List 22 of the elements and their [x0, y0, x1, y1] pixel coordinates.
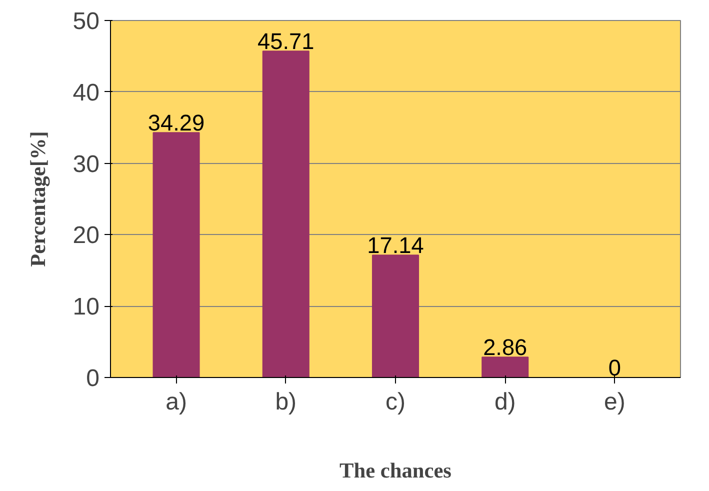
y-tick-label: 30: [72, 150, 100, 178]
data-label: 0: [608, 354, 622, 380]
x-tick-label: b): [275, 388, 297, 416]
bar: [482, 356, 529, 378]
y-tick-label: 40: [72, 79, 100, 106]
x-tick-label: c): [386, 388, 406, 416]
x-axis-title: The chances: [340, 458, 452, 482]
y-tick-label: 50: [72, 8, 100, 35]
y-tick-label: 20: [72, 222, 100, 250]
x-tick-label: d): [494, 388, 516, 416]
x-tick-label: a): [166, 388, 187, 416]
y-tick-label: 0: [86, 365, 100, 392]
y-tick-label: 10: [72, 294, 100, 321]
data-label: 17.14: [367, 232, 424, 258]
data-label: 45.71: [258, 28, 314, 54]
x-tick-label: e): [604, 388, 626, 416]
bar: [262, 50, 310, 378]
y-axis-title: Percentage[%]: [26, 131, 50, 267]
bar: [152, 132, 200, 378]
data-label: 2.86: [483, 334, 528, 360]
bar: [372, 254, 420, 378]
data-label: 34.29: [148, 110, 205, 136]
